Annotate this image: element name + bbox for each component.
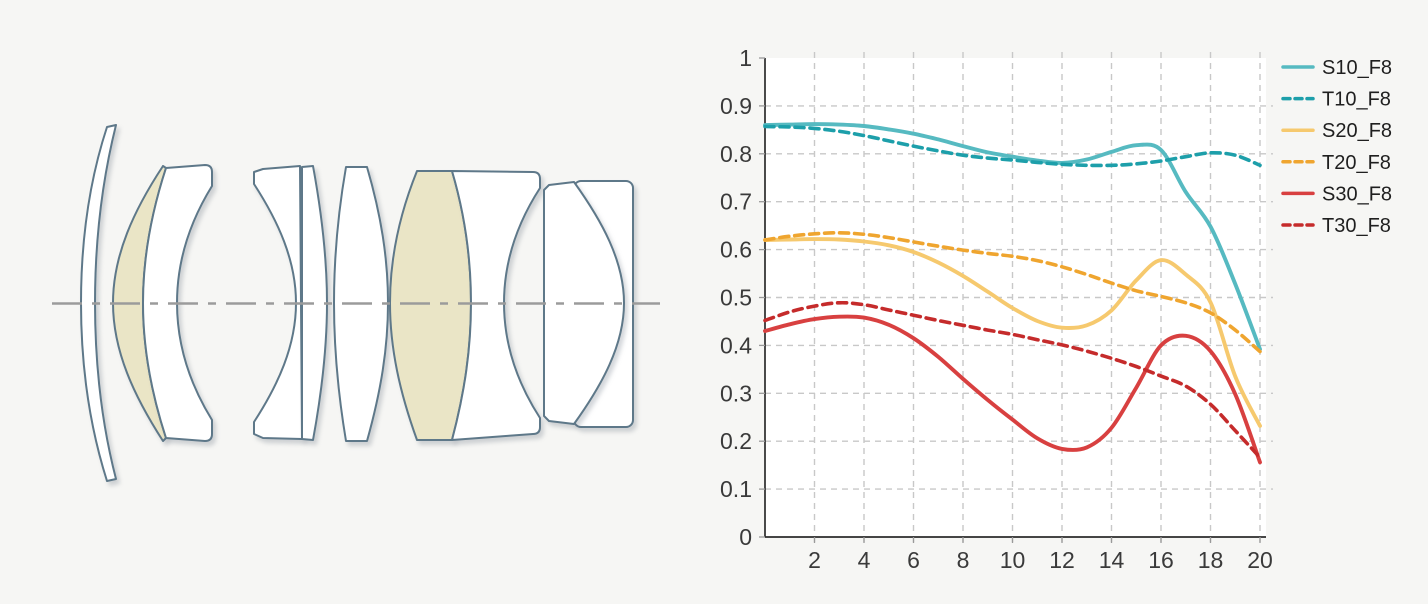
legend-item-S20_F8: S20_F8 <box>1281 120 1392 142</box>
y-axis-label: 0.1 <box>720 476 752 502</box>
series-line-S30_F8 <box>763 314 1262 465</box>
legend-label-T10_F8: T10_F8 <box>1322 89 1391 111</box>
legend-label-S30_F8: S30_F8 <box>1322 183 1392 205</box>
x-axis-label: 10 <box>1000 547 1026 573</box>
x-axis-label: 2 <box>808 547 821 573</box>
lens-element-4 <box>253 165 303 440</box>
plot-area <box>765 58 1266 537</box>
mtf-chart: 00.10.20.30.40.50.60.70.80.912 4 6 8 10 12 14 1… <box>720 45 1392 573</box>
x-axis-label: 18 <box>1198 547 1224 573</box>
legend-label-T20_F8: T20_F8 <box>1322 152 1391 174</box>
legend-item-T20_F8: T20_F8 <box>1281 152 1391 174</box>
series-line-T10_F8 <box>763 124 1262 168</box>
lens-diagram-panel <box>0 0 700 604</box>
legend: S10_F8 T10_F8 S20_F8 T20_F8 S30_F8 T30_F8 <box>1281 57 1392 237</box>
mtf-chart-panel: 0 0.1 0.2 0.3 0.4 0.5 0.6 0.7 0.8 0.9 1 2 4 6 8 10 12 14 1… <box>700 0 1428 604</box>
series-line-S20_F8 <box>763 237 1262 428</box>
series-line-T20_F8 <box>763 231 1262 354</box>
lens-element-3 <box>142 164 213 442</box>
x-axis-label: 6 <box>907 547 920 573</box>
x-axis-label: 8 <box>957 547 970 573</box>
y-axis-label: 0.3 <box>720 380 752 406</box>
y-axis-label: 1 <box>739 45 752 71</box>
series-line-S10_F8 <box>763 122 1262 352</box>
legend-item-T10_F8: T10_F8 <box>1281 89 1391 111</box>
x-axis-label: 12 <box>1049 547 1075 573</box>
y-axis-label: 0.4 <box>720 332 752 358</box>
y-axis-label: 0.8 <box>720 141 752 167</box>
legend-item-S10_F8: S10_F8 <box>1281 57 1392 79</box>
y-axis-label: 0.5 <box>720 285 752 311</box>
x-axis-label: 4 <box>858 547 871 573</box>
legend-label-S20_F8: S20_F8 <box>1322 120 1392 142</box>
x-axis-label: 20 <box>1247 547 1273 573</box>
legend-item-T30_F8: T30_F8 <box>1281 215 1391 237</box>
y-axis-label: 0.7 <box>720 189 752 215</box>
lens-element-7-highlighted <box>389 170 472 441</box>
x-axis-label: 16 <box>1148 547 1174 573</box>
x-axis-label: 14 <box>1099 547 1125 573</box>
y-axis-label: 0.2 <box>720 428 752 454</box>
series-line-T30_F8 <box>763 300 1262 460</box>
legend-item-S30_F8: S30_F8 <box>1281 183 1392 205</box>
legend-label-T30_F8: T30_F8 <box>1322 215 1391 237</box>
legend-label-S10_F8: S10_F8 <box>1322 57 1392 79</box>
lens-element-1 <box>80 124 117 482</box>
y-axis-label: 0 <box>739 524 752 550</box>
y-axis-label: 0.9 <box>720 93 752 119</box>
y-axis-label: 0.6 <box>720 237 752 263</box>
lens-cross-section-drawing <box>52 124 660 482</box>
